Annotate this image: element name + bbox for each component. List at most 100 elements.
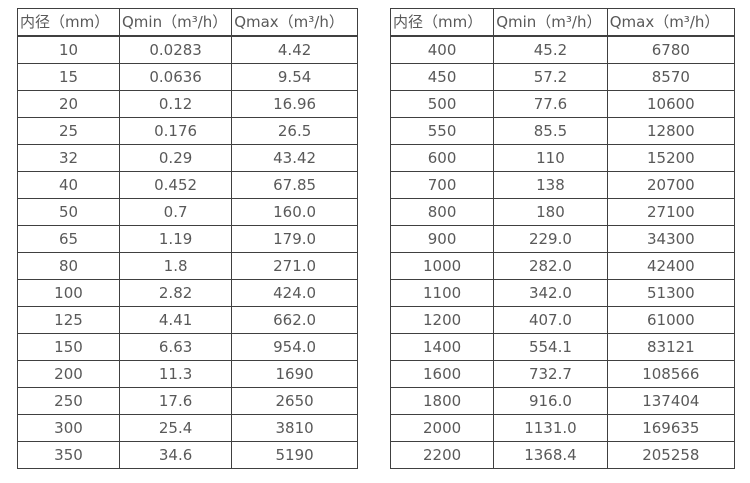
table-cell: 1.8 (118, 252, 233, 280)
table-cell: 2200 (389, 441, 495, 469)
table-cell: 11.3 (118, 360, 233, 388)
header-qmin: Qmin（m³/h） (493, 8, 608, 37)
header-qmin: Qmin（m³/h） (118, 8, 233, 37)
table-cell: 0.7 (118, 198, 233, 226)
table-cell: 2650 (231, 387, 358, 415)
table-cell: 600 (389, 144, 495, 172)
table-row: 100 2.82 424.0 (17, 279, 358, 307)
table-cell: 5190 (231, 441, 358, 469)
table-row: 20 0.12 16.96 (17, 90, 358, 118)
table-row: 65 1.19 179.0 (17, 225, 358, 253)
table-cell: 20 (17, 90, 120, 118)
table-cell: 400 (389, 35, 495, 64)
table-row: 1200 407.0 61000 (389, 306, 736, 334)
table-cell: 27100 (606, 198, 736, 226)
table-cell: 450 (389, 63, 495, 91)
table-cell: 110 (493, 144, 608, 172)
table-cell: 25.4 (118, 414, 233, 442)
table-cell: 43.42 (231, 144, 358, 172)
table-cell: 40 (17, 171, 120, 199)
table-cell: 17.6 (118, 387, 233, 415)
table-cell: 57.2 (493, 63, 608, 91)
table-cell: 77.6 (493, 90, 608, 118)
header-qmax: Qmax（m³/h） (231, 8, 358, 37)
table-cell: 32 (17, 144, 120, 172)
table-cell: 229.0 (493, 225, 608, 253)
flow-range-table-large-diameters: 内径（mm） Qmin（m³/h） Qmax（m³/h） 400 45.2 6780… (389, 8, 736, 469)
table-cell: 65 (17, 225, 120, 253)
table-row: 500 77.6 10600 (389, 90, 736, 118)
table-row: 200 11.3 1690 (17, 360, 358, 388)
table-row: 2000 1131.0 169635 (389, 414, 736, 442)
table-cell: 50 (17, 198, 120, 226)
table-cell: 10 (17, 35, 120, 64)
table-cell: 954.0 (231, 333, 358, 361)
table-cell: 271.0 (231, 252, 358, 280)
table-cell: 250 (17, 387, 120, 415)
table-cell: 300 (17, 414, 120, 442)
table-cell: 61000 (606, 306, 736, 334)
table-row: 400 45.2 6780 (389, 35, 736, 64)
table-cell: 45.2 (493, 35, 608, 64)
table-row: 700 138 20700 (389, 171, 736, 199)
table-cell: 900 (389, 225, 495, 253)
table-cell: 100 (17, 279, 120, 307)
table-row: 125 4.41 662.0 (17, 306, 358, 334)
table-cell: 342.0 (493, 279, 608, 307)
table-cell: 6.63 (118, 333, 233, 361)
table-cell: 1600 (389, 360, 495, 388)
table-cell: 0.29 (118, 144, 233, 172)
table-cell: 150 (17, 333, 120, 361)
table-row: 1100 342.0 51300 (389, 279, 736, 307)
table-cell: 10600 (606, 90, 736, 118)
table-row: 1800 916.0 137404 (389, 387, 736, 415)
table-cell: 1131.0 (493, 414, 608, 442)
table-cell: 34.6 (118, 441, 233, 469)
table-row: 32 0.29 43.42 (17, 144, 358, 172)
table-cell: 424.0 (231, 279, 358, 307)
table-row: 150 6.63 954.0 (17, 333, 358, 361)
header-row: 内径（mm） Qmin（m³/h） Qmax（m³/h） (17, 8, 358, 37)
table-cell: 916.0 (493, 387, 608, 415)
table-cell: 282.0 (493, 252, 608, 280)
header-inner-diameter: 内径（mm） (389, 8, 495, 37)
flow-range-table-small-diameters: 内径（mm） Qmin（m³/h） Qmax（m³/h） 10 0.0283 4.4… (17, 8, 358, 469)
table-cell: 4.42 (231, 35, 358, 64)
table-cell: 1690 (231, 360, 358, 388)
table-cell: 0.0283 (118, 35, 233, 64)
table-cell: 80 (17, 252, 120, 280)
table-cell: 732.7 (493, 360, 608, 388)
table-row: 900 229.0 34300 (389, 225, 736, 253)
table-body: 400 45.2 6780 450 57.2 8570 500 77.6 10600 550 85.… (389, 35, 736, 469)
table-cell: 15200 (606, 144, 736, 172)
table-row: 80 1.8 271.0 (17, 252, 358, 280)
table-cell: 500 (389, 90, 495, 118)
table-cell: 800 (389, 198, 495, 226)
table-cell: 554.1 (493, 333, 608, 361)
table-cell: 1000 (389, 252, 495, 280)
table-cell: 350 (17, 441, 120, 469)
table-row: 1000 282.0 42400 (389, 252, 736, 280)
table-cell: 180 (493, 198, 608, 226)
table-cell: 12800 (606, 117, 736, 145)
table-row: 15 0.0636 9.54 (17, 63, 358, 91)
table-cell: 83121 (606, 333, 736, 361)
header-inner-diameter: 内径（mm） (17, 8, 120, 37)
table-row: 800 180 27100 (389, 198, 736, 226)
table-cell: 1100 (389, 279, 495, 307)
table-cell: 16.96 (231, 90, 358, 118)
table-cell: 407.0 (493, 306, 608, 334)
table-row: 300 25.4 3810 (17, 414, 358, 442)
header-row: 内径（mm） Qmin（m³/h） Qmax（m³/h） (389, 8, 736, 37)
table-row: 250 17.6 2650 (17, 387, 358, 415)
table-row: 450 57.2 8570 (389, 63, 736, 91)
table-cell: 2.82 (118, 279, 233, 307)
table-header: 内径（mm） Qmin（m³/h） Qmax（m³/h） (389, 8, 736, 37)
table-cell: 25 (17, 117, 120, 145)
table-header: 内径（mm） Qmin（m³/h） Qmax（m³/h） (17, 8, 358, 37)
table-cell: 1.19 (118, 225, 233, 253)
table-row: 1600 732.7 108566 (389, 360, 736, 388)
table-cell: 42400 (606, 252, 736, 280)
table-cell: 138 (493, 171, 608, 199)
